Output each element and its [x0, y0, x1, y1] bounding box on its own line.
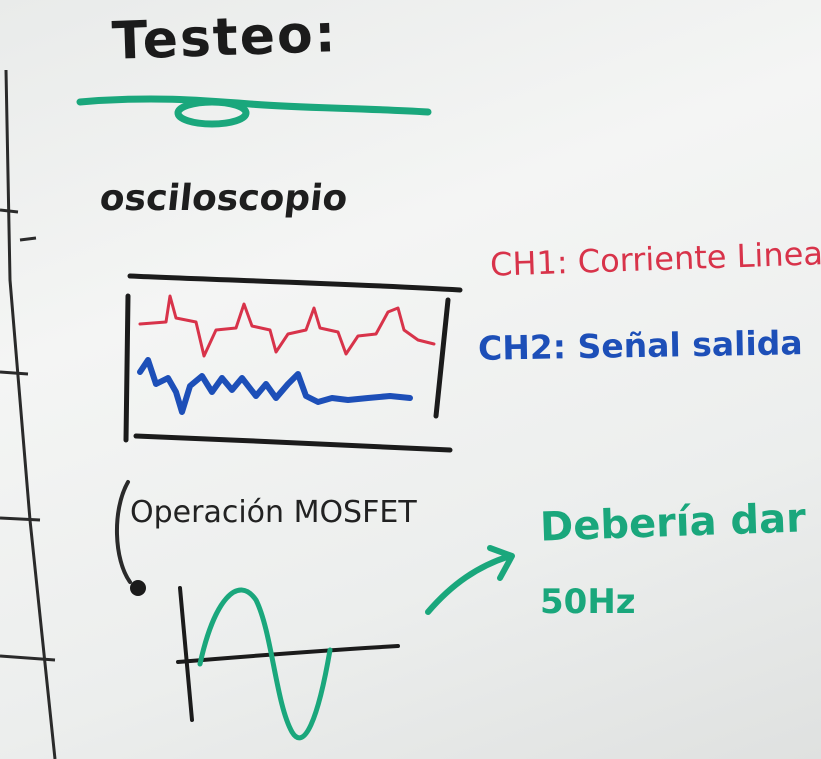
oscilloscope-screen	[123, 273, 463, 453]
operation-label: Operación MOSFET	[130, 495, 417, 530]
expectation-line-1: Debería dar	[539, 495, 807, 551]
ch2-waveform	[137, 357, 413, 415]
sine-axes	[176, 586, 400, 722]
page-title: Testeo:	[111, 4, 339, 72]
board-frame-lines	[0, 69, 57, 759]
arrow-to-expectation	[425, 545, 515, 615]
channel-2-label: CH2: Señal salida	[477, 323, 803, 368]
connector-dot	[130, 580, 146, 596]
title-underline	[76, 95, 432, 128]
ch1-waveform	[138, 294, 436, 358]
connector-bracket	[114, 480, 132, 584]
device-label: osciloscopio	[97, 178, 350, 219]
expectation-line-2: 50Hz	[540, 582, 636, 622]
sine-wave	[197, 587, 333, 741]
